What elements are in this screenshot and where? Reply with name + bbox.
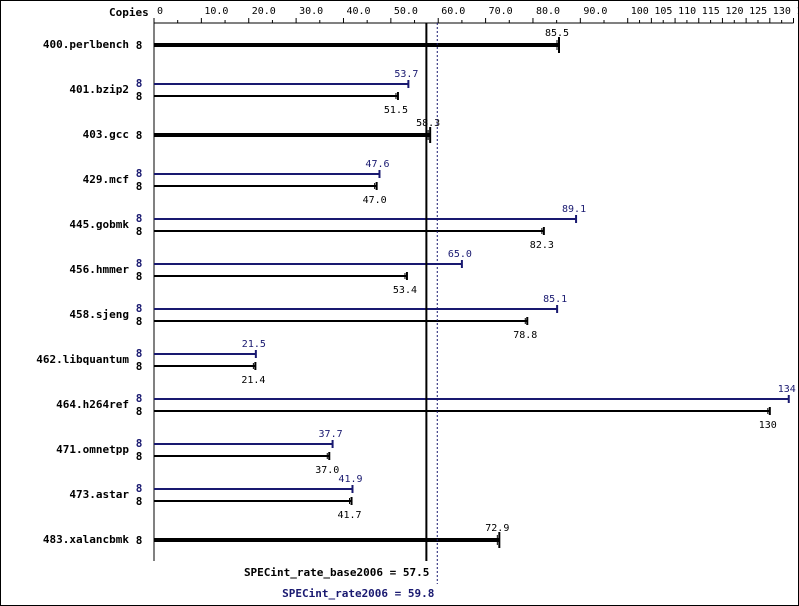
x-tick-label: 10.0 xyxy=(204,6,228,17)
base-value-label: 41.7 xyxy=(337,510,361,521)
benchmark-label: 445.gobmk xyxy=(69,218,129,231)
peak-value-label: 53.7 xyxy=(394,69,418,80)
peak-value-label: 37.7 xyxy=(319,429,343,440)
peak-copies-label: 8 xyxy=(136,167,143,180)
base-value-label: 51.5 xyxy=(384,105,408,116)
summary-layer: SPECint_rate_base2006 = 57.5 SPECint_rate… xyxy=(244,23,438,600)
base-value-label: 72.9 xyxy=(485,523,509,534)
peak-copies-label: 8 xyxy=(136,212,143,225)
peak-copies-label: 8 xyxy=(136,392,143,405)
base-value-label: 21.4 xyxy=(241,375,265,386)
x-tick-label: 135 xyxy=(796,6,798,17)
base-copies-label: 8 xyxy=(136,129,143,142)
base-copies-label: 8 xyxy=(136,180,143,193)
peak-value-label: 134 xyxy=(778,384,796,395)
base-copies-label: 8 xyxy=(136,270,143,283)
base-copies-label: 8 xyxy=(136,315,143,328)
peak-copies-label: 8 xyxy=(136,437,143,450)
x-tick-label: 100 xyxy=(631,6,649,17)
x-tick-label: 120 xyxy=(725,6,743,17)
peak-value-label: 89.1 xyxy=(562,204,586,215)
base-copies-label: 8 xyxy=(136,534,143,547)
x-tick-label: 20.0 xyxy=(252,6,276,17)
benchmark-label: 473.astar xyxy=(69,488,129,501)
base-copies-label: 8 xyxy=(136,90,143,103)
benchmark-label: 458.sjeng xyxy=(69,308,129,321)
peak-value-label: 41.9 xyxy=(338,474,362,485)
peak-copies-label: 8 xyxy=(136,257,143,270)
axis-layer: Copies 0 10.0 20.0 30.0 40.0 50.0 60.0 70.0 80.0 9… xyxy=(109,6,798,561)
benchmark-label: 462.libquantum xyxy=(36,353,129,366)
x-tick-label: 125 xyxy=(749,6,767,17)
peak-copies-label: 8 xyxy=(136,482,143,495)
x-tick-label: 90.0 xyxy=(583,6,607,17)
x-tick-label: 0 xyxy=(157,6,163,17)
peak-copies-label: 8 xyxy=(136,302,143,315)
benchmark-label: 456.hmmer xyxy=(69,263,129,276)
base-copies-label: 8 xyxy=(136,225,143,238)
base-copies-label: 8 xyxy=(136,39,143,52)
x-tick-label: 40.0 xyxy=(346,6,370,17)
base-value-label: 82.3 xyxy=(530,240,554,251)
x-tick-label: 70.0 xyxy=(489,6,513,17)
benchmark-label: 401.bzip2 xyxy=(69,83,129,96)
x-tick-label: 115 xyxy=(702,6,720,17)
base-copies-label: 8 xyxy=(136,450,143,463)
base-copies-label: 8 xyxy=(136,495,143,508)
peak-copies-label: 8 xyxy=(136,77,143,90)
benchmark-label: 400.perlbench xyxy=(43,38,129,51)
x-tick-label: 80.0 xyxy=(536,6,560,17)
base-summary-label: SPECint_rate_base2006 = 57.5 xyxy=(244,566,429,579)
base-copies-label: 8 xyxy=(136,360,143,373)
peak-value-label: 21.5 xyxy=(242,339,266,350)
base-value-label: 37.0 xyxy=(315,465,339,476)
base-value-label: 53.4 xyxy=(393,285,417,296)
benchmark-label: 483.xalancbmk xyxy=(43,533,129,546)
x-tick-label: 30.0 xyxy=(299,6,323,17)
base-value-label: 58.3 xyxy=(416,118,440,129)
x-tick-label: 50.0 xyxy=(394,6,418,17)
x-tick-label: 110 xyxy=(678,6,696,17)
base-value-label: 130 xyxy=(759,420,777,431)
benchmark-label: 429.mcf xyxy=(83,173,129,186)
benchmark-label: 403.gcc xyxy=(83,128,129,141)
x-tick-label: 60.0 xyxy=(441,6,465,17)
base-value-label: 78.8 xyxy=(513,330,537,341)
peak-copies-label: 8 xyxy=(136,347,143,360)
benchmark-label: 471.omnetpp xyxy=(56,443,129,456)
peak-value-label: 65.0 xyxy=(448,249,472,260)
benchmark-label: 464.h264ref xyxy=(56,398,129,411)
base-value-label: 85.5 xyxy=(545,28,569,39)
copies-header: Copies xyxy=(109,6,149,19)
x-tick-label: 130 xyxy=(773,6,791,17)
peak-value-label: 47.6 xyxy=(365,159,389,170)
base-copies-label: 8 xyxy=(136,405,143,418)
base-value-label: 47.0 xyxy=(363,195,387,206)
peak-value-label: 85.1 xyxy=(543,294,567,305)
x-tick-label: 105 xyxy=(654,6,672,17)
peak-summary-label: SPECint_rate2006 = 59.8 xyxy=(282,587,434,600)
